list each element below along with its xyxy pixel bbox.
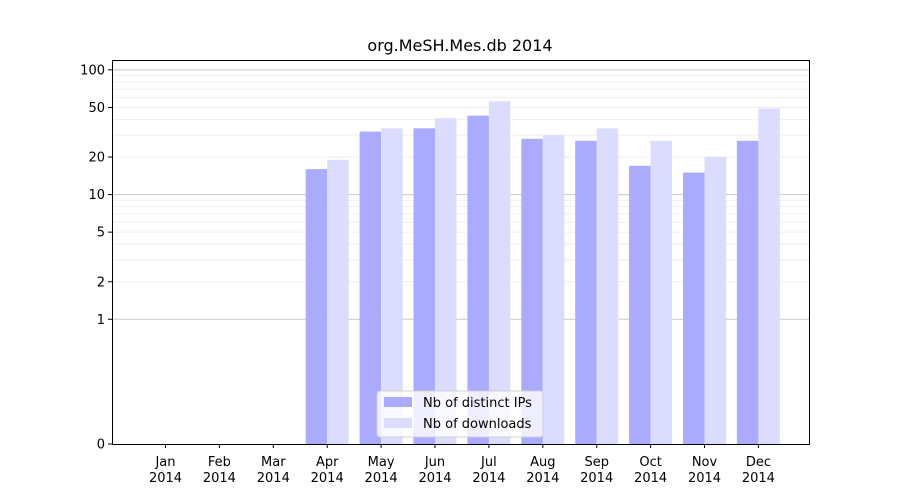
x-tick-label-month: Jan	[154, 455, 175, 470]
x-tick-label-year: 2014	[257, 471, 290, 486]
x-tick-label-month: Feb	[208, 455, 231, 470]
x-tick-label-year: 2014	[580, 471, 613, 486]
plot-frame	[112, 60, 810, 445]
bar-distinct-ips	[683, 172, 705, 444]
y-tick-label: 10	[88, 188, 105, 203]
bar-downloads	[327, 159, 349, 444]
bar-downloads	[650, 140, 673, 444]
x-tick-label-month: Mar	[261, 455, 286, 470]
legend-label: Nb of downloads	[423, 417, 532, 432]
legend: Nb of distinct IPs Nb of downloads	[376, 390, 544, 438]
chart-title: org.MeSH.Mes.db 2014	[367, 36, 552, 55]
y-tick-label: 20	[88, 151, 105, 166]
x-tick-label-month: Nov	[692, 455, 718, 470]
y-tick-label: 0	[97, 438, 105, 453]
x-tick-label-year: 2014	[472, 471, 505, 486]
x-tick-label-year: 2014	[688, 471, 721, 486]
bar-distinct-ips	[521, 138, 543, 444]
y-tick-label: 2	[97, 275, 105, 290]
legend-box	[376, 390, 544, 438]
bar-downloads	[596, 128, 619, 445]
bar-downloads	[381, 128, 403, 445]
x-tick-label-month: Sep	[584, 455, 609, 470]
x-tick-label-year: 2014	[203, 471, 236, 486]
x-tick-label-month: Jun	[424, 455, 445, 470]
bar-distinct-ips	[359, 131, 382, 445]
bar-downloads	[435, 118, 457, 445]
bar-distinct-ips	[413, 128, 435, 445]
x-tick-label-year: 2014	[634, 471, 667, 486]
bar-distinct-ips	[629, 165, 651, 444]
x-tick-label-year: 2014	[365, 471, 398, 486]
x-tick-label-month: Aug	[530, 455, 555, 470]
x-tick-label-month: Apr	[316, 455, 339, 470]
bar-distinct-ips	[467, 115, 489, 444]
x-tick-label-year: 2014	[311, 471, 344, 486]
x-tick-label-month: May	[368, 455, 395, 470]
grid-layer	[112, 69, 809, 320]
y-tick-label: 5	[97, 226, 105, 241]
legend-swatch	[384, 418, 412, 428]
x-tick-label-year: 2014	[418, 471, 451, 486]
x-tick-label-month: Oct	[639, 455, 661, 470]
y-axis: 0 1 2 5 10 20 50 100	[80, 63, 112, 453]
bar-distinct-ips	[575, 140, 597, 444]
bars-layer	[305, 101, 780, 445]
x-tick-label-month: Dec	[746, 455, 771, 470]
bar-downloads	[704, 157, 726, 444]
x-tick-label-year: 2014	[742, 471, 775, 486]
y-tick-label: 100	[80, 63, 105, 78]
x-tick-label-year: 2014	[149, 471, 182, 486]
bar-downloads	[758, 108, 780, 444]
bar-distinct-ips	[305, 169, 328, 444]
x-tick-label-month: Jul	[480, 455, 497, 470]
legend-label: Nb of distinct IPs	[423, 396, 532, 411]
bar-downloads	[542, 135, 565, 445]
y-tick-label: 50	[88, 101, 105, 116]
x-axis: Jan2014Feb2014Mar2014Apr2014May2014Jun20…	[149, 444, 775, 486]
bar-distinct-ips	[736, 140, 759, 444]
bar-downloads	[488, 101, 511, 445]
x-tick-label-year: 2014	[526, 471, 559, 486]
legend-swatch	[384, 397, 412, 407]
y-tick-label: 1	[97, 313, 105, 328]
